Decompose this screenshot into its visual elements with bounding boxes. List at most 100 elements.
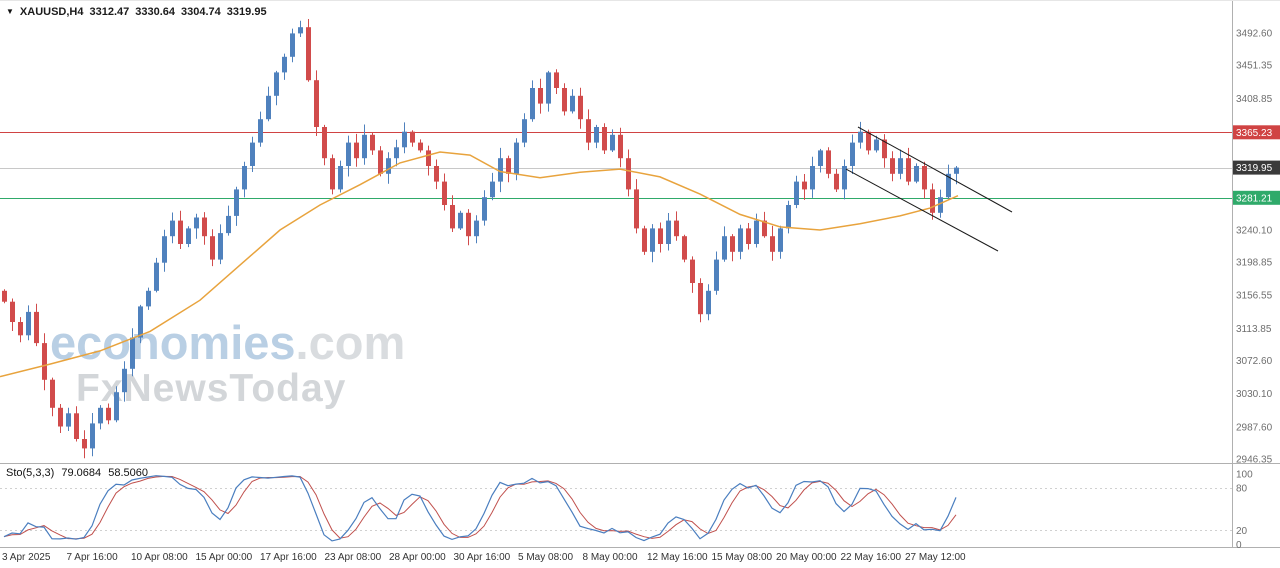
price-tick-label: 3113.85 <box>1236 324 1272 335</box>
price-badge <box>1233 160 1280 175</box>
stochastic-panel[interactable]: 100 80 20 0 <box>0 470 1253 552</box>
ohlc-open: 3312.47 <box>89 6 130 18</box>
candle <box>850 142 855 166</box>
trendline[interactable] <box>857 126 1013 213</box>
candle <box>346 142 351 166</box>
candle <box>322 127 327 159</box>
candle <box>378 150 383 174</box>
time-tick-label: 12 May 16:00 <box>647 552 708 563</box>
watermark: economies.com FxNewsToday <box>50 319 405 408</box>
candle <box>594 127 599 143</box>
candle <box>418 142 423 151</box>
candle <box>602 127 607 151</box>
candle <box>530 88 535 120</box>
candle <box>866 131 871 151</box>
candle <box>282 56 287 73</box>
watermark-brand: economies <box>50 316 296 369</box>
candle <box>498 158 503 182</box>
candle <box>194 217 199 229</box>
time-tick-label: 30 Apr 16:00 <box>454 552 511 563</box>
stochastic-main-line <box>3 475 957 542</box>
candle <box>274 72 279 96</box>
horizontal-lines <box>0 132 1232 199</box>
candle <box>226 215 231 234</box>
time-tick-label: 5 May 08:00 <box>518 552 573 563</box>
watermark-brand-suffix: .com <box>295 316 406 369</box>
candle <box>882 139 887 159</box>
candle <box>434 166 439 182</box>
candle <box>770 236 775 252</box>
time-tick-label: 28 Apr 00:00 <box>389 552 446 563</box>
candle <box>610 134 615 151</box>
candle <box>794 181 799 205</box>
candle <box>946 173 951 198</box>
candle <box>66 413 71 427</box>
candle <box>298 27 303 34</box>
panel-frame <box>0 1 1280 548</box>
candle <box>402 131 407 148</box>
candle <box>370 134 375 151</box>
symbol-dropdown-icon[interactable]: ▼ <box>6 7 14 16</box>
stochastic-tick-label: 80 <box>1236 484 1248 495</box>
candle <box>898 158 903 174</box>
price-badge <box>1233 125 1280 140</box>
candle <box>106 407 111 421</box>
candle <box>234 189 239 216</box>
price-tick-label: 3451.35 <box>1236 61 1273 72</box>
candle <box>490 181 495 198</box>
candle <box>426 150 431 166</box>
candle <box>290 33 295 57</box>
time-axis[interactable]: 3 Apr 2025 7 Apr 16:00 10 Apr 08:00 15 Apr … <box>2 552 966 563</box>
time-tick-label: 8 May 00:00 <box>583 552 638 563</box>
ohlc-close: 3319.95 <box>226 6 267 18</box>
time-tick-label: 23 Apr 08:00 <box>325 552 382 563</box>
candle <box>202 217 207 237</box>
candle <box>578 95 583 120</box>
candle <box>682 236 687 260</box>
candle <box>266 95 271 120</box>
candle <box>762 220 767 237</box>
candle <box>242 166 247 190</box>
ohlc-low: 3304.74 <box>181 6 221 18</box>
candle <box>802 181 807 190</box>
price-tick-label: 3408.85 <box>1236 94 1273 105</box>
time-tick-label: 7 Apr 16:00 <box>67 552 119 563</box>
candle <box>162 236 167 263</box>
time-tick-label: 22 May 16:00 <box>841 552 902 563</box>
candle <box>874 139 879 151</box>
candle <box>306 27 311 81</box>
candle <box>338 166 343 190</box>
candle <box>74 413 79 439</box>
candle <box>818 150 823 166</box>
candle <box>98 407 103 424</box>
candle <box>178 220 183 244</box>
candle <box>466 212 471 237</box>
candle <box>810 166 815 190</box>
candle <box>642 228 647 252</box>
candle <box>690 259 695 283</box>
candle <box>210 236 215 260</box>
price-plot-area[interactable] <box>0 19 1013 459</box>
candle <box>154 262 159 291</box>
candle <box>562 88 567 112</box>
candle <box>738 228 743 252</box>
trendline[interactable] <box>845 168 999 252</box>
candle <box>122 368 127 393</box>
price-tick-label: 2946.35 <box>1236 455 1273 466</box>
candle <box>786 205 791 229</box>
stochastic-d-value: 58.5060 <box>108 467 148 479</box>
candle <box>218 233 223 260</box>
ohlc-high: 3330.64 <box>135 6 176 18</box>
candle <box>394 147 399 159</box>
time-tick-label: 15 May 08:00 <box>712 552 773 563</box>
candle <box>890 158 895 174</box>
candle <box>130 337 135 369</box>
symbol-label: XAUUSD,H4 <box>19 6 84 18</box>
price-axis[interactable]: 3492.60 3451.35 3408.85 3240.10 3198.85 3156.… <box>1233 29 1280 466</box>
time-tick-label: 3 Apr 2025 <box>2 552 51 563</box>
candle <box>618 134 623 159</box>
candle <box>834 173 839 190</box>
candle <box>50 379 55 408</box>
